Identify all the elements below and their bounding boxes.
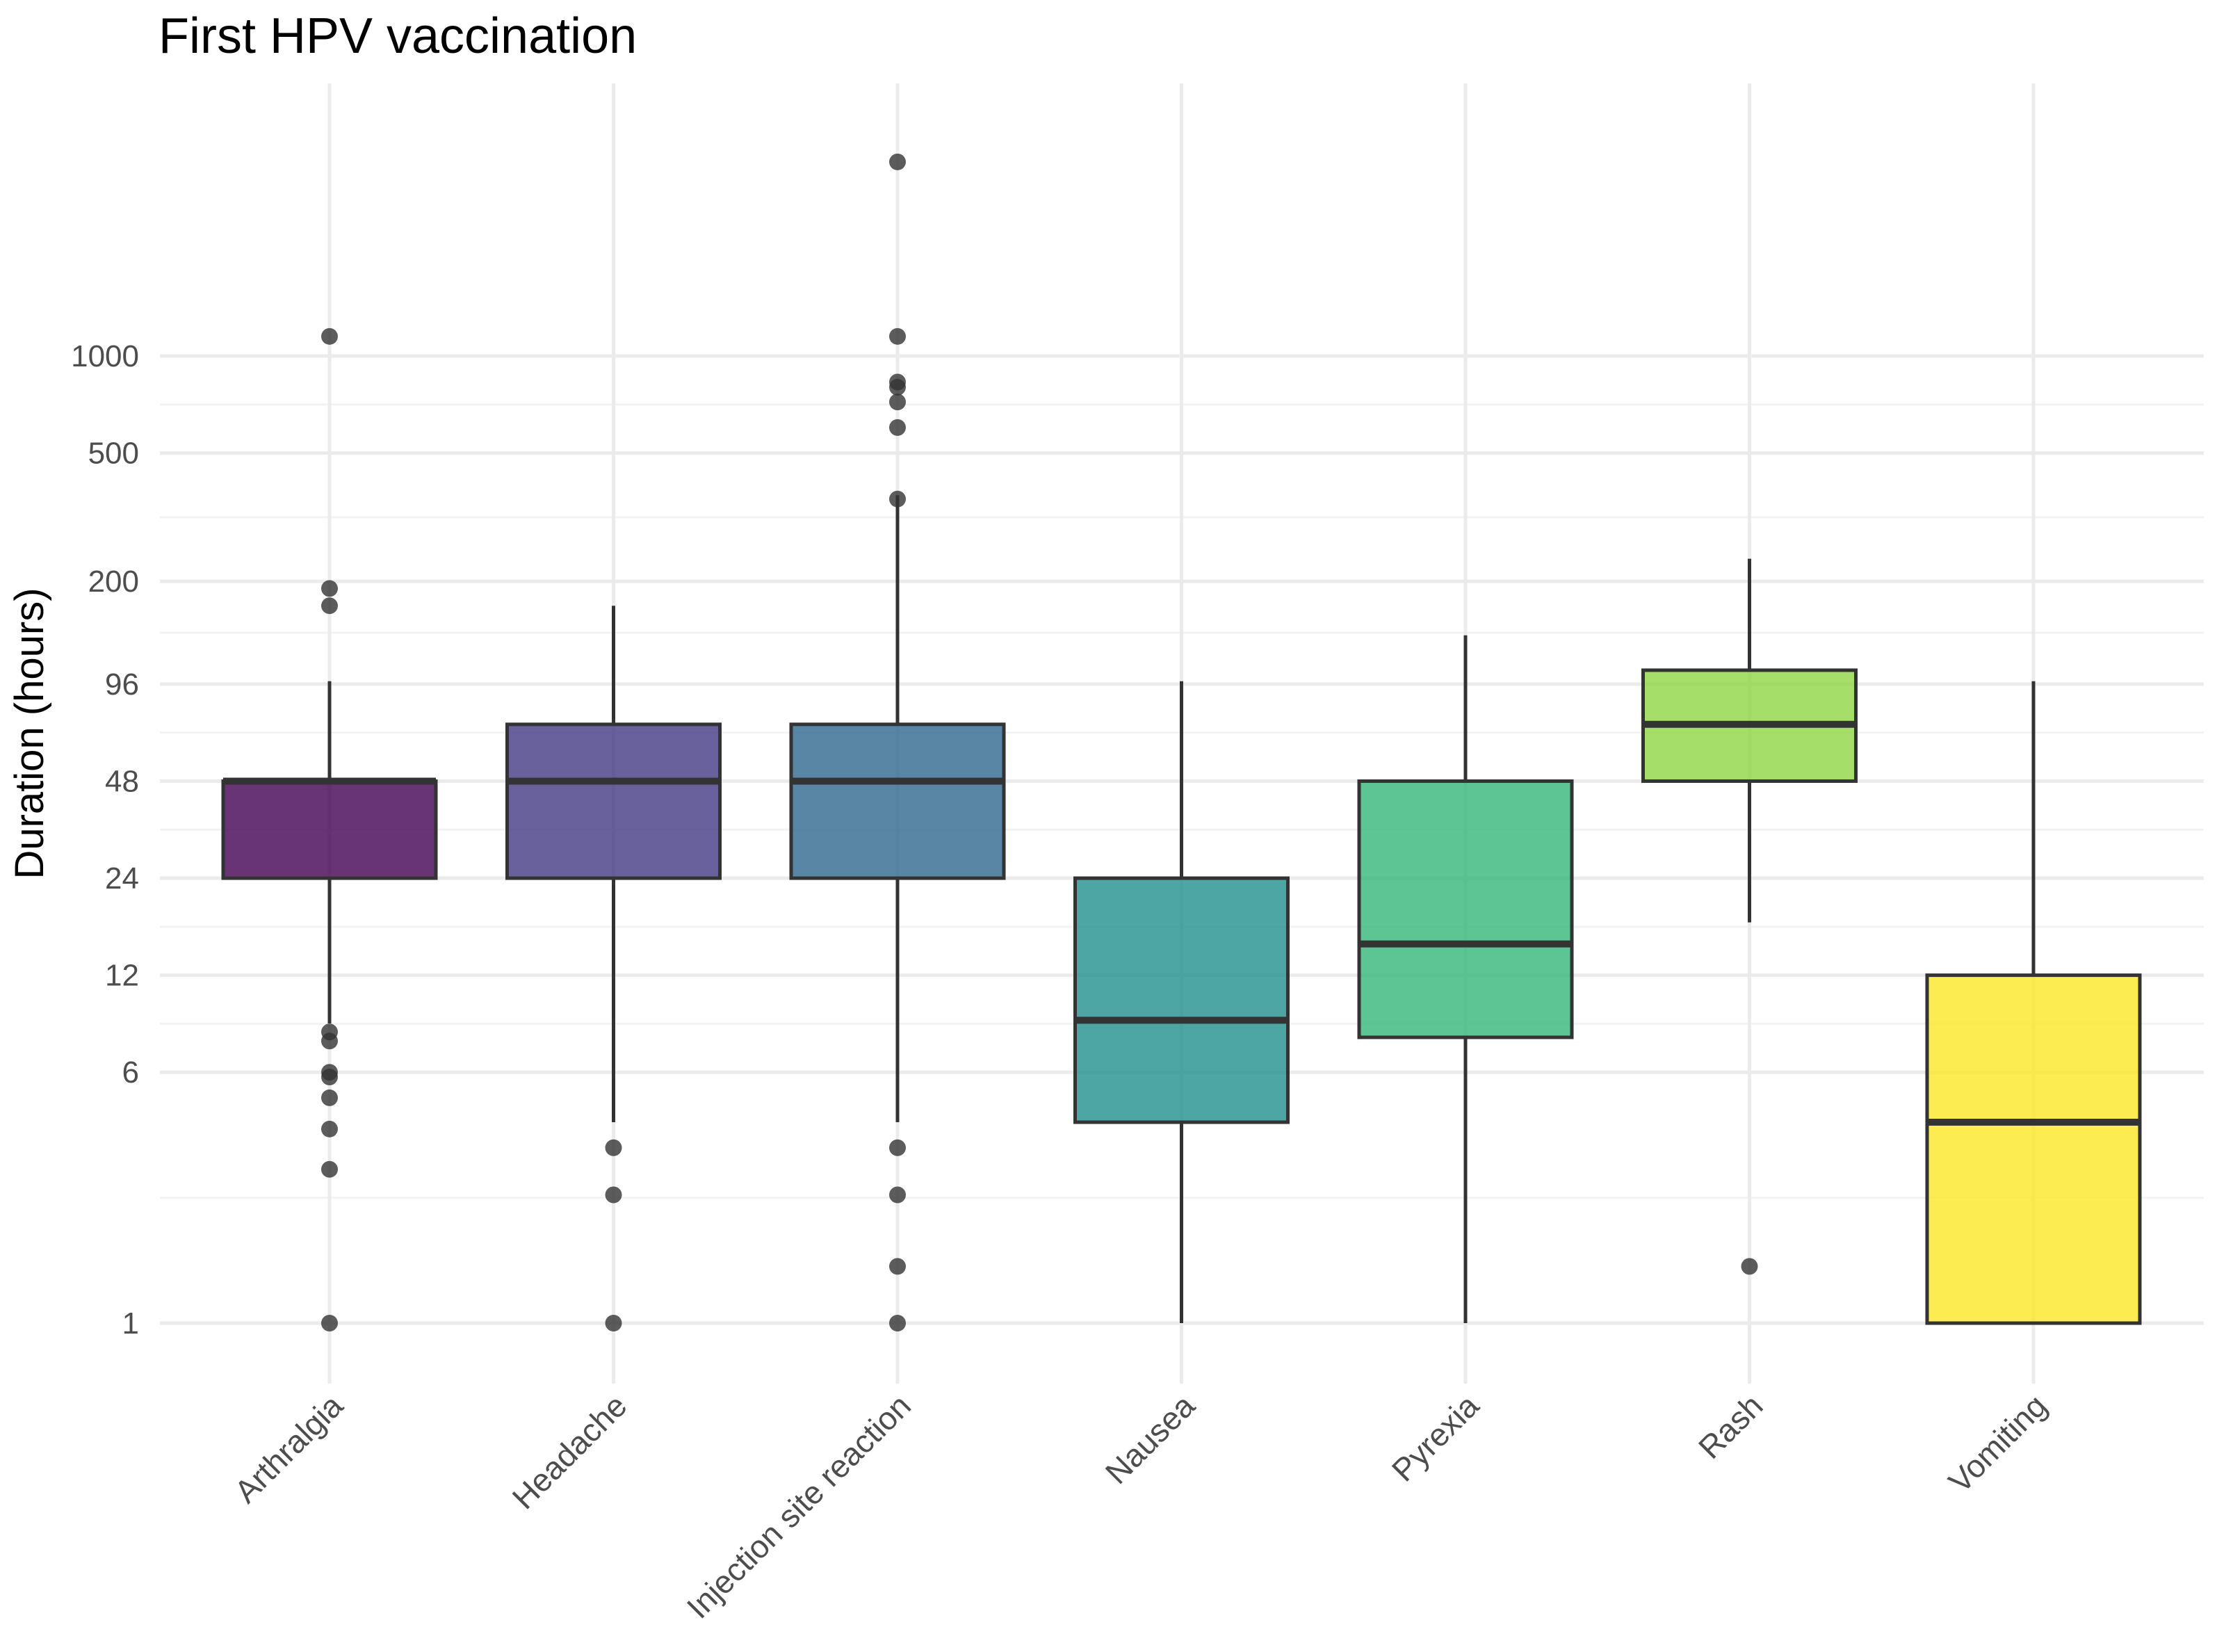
outlier-point <box>889 419 906 436</box>
y-tick-label: 1000 <box>71 339 139 373</box>
outlier-point <box>321 1315 338 1331</box>
box-body <box>789 722 1006 880</box>
y-tick-label: 48 <box>105 764 139 798</box>
y-tick-label: 200 <box>88 565 139 599</box>
outlier-point <box>889 373 906 391</box>
y-tick-label: 1 <box>122 1306 139 1341</box>
box-layer <box>221 153 2142 1331</box>
box-group <box>1641 558 1858 1275</box>
outlier-point <box>605 1186 622 1204</box>
box-group <box>505 606 722 1331</box>
box-group <box>1925 681 2142 1325</box>
outlier-point <box>321 1023 338 1041</box>
y-tick-label: 12 <box>105 959 139 993</box>
outlier-point <box>321 1120 338 1137</box>
outlier-point <box>321 597 338 615</box>
outlier-point <box>321 1064 338 1081</box>
chart-title: First HPV vaccination <box>159 8 637 64</box>
box-body <box>1357 779 1574 1039</box>
outlier-point <box>605 1139 622 1156</box>
box-body <box>505 722 722 880</box>
outlier-point <box>1741 1258 1758 1275</box>
outlier-point <box>605 1315 622 1331</box>
y-tick-label: 500 <box>88 437 139 471</box>
outlier-point <box>889 1258 906 1275</box>
y-axis-ticks: 1 6 12 24 48 96 200 500 1000 <box>71 339 139 1341</box>
box-group <box>1357 635 1574 1323</box>
outlier-point <box>321 1089 338 1106</box>
box-group <box>789 153 1006 1331</box>
outlier-point <box>889 327 906 345</box>
box-body <box>1073 876 1290 1124</box>
outlier-point <box>321 327 338 345</box>
y-axis-title: Duration (hours) <box>7 588 52 879</box>
box-body <box>1925 973 2142 1325</box>
outlier-point <box>321 580 338 597</box>
outlier-point <box>321 1160 338 1178</box>
outlier-point <box>889 1139 906 1156</box>
box-body <box>221 779 438 880</box>
outlier-point <box>889 1315 906 1331</box>
y-tick-label: 24 <box>105 861 139 896</box>
outlier-point <box>889 1186 906 1204</box>
outlier-point <box>889 490 906 508</box>
box-group <box>221 327 438 1331</box>
y-tick-label: 6 <box>122 1055 139 1090</box>
outlier-point <box>889 394 906 411</box>
box-group <box>1073 681 1290 1323</box>
outlier-point <box>889 153 906 170</box>
y-tick-label: 96 <box>105 667 139 702</box>
